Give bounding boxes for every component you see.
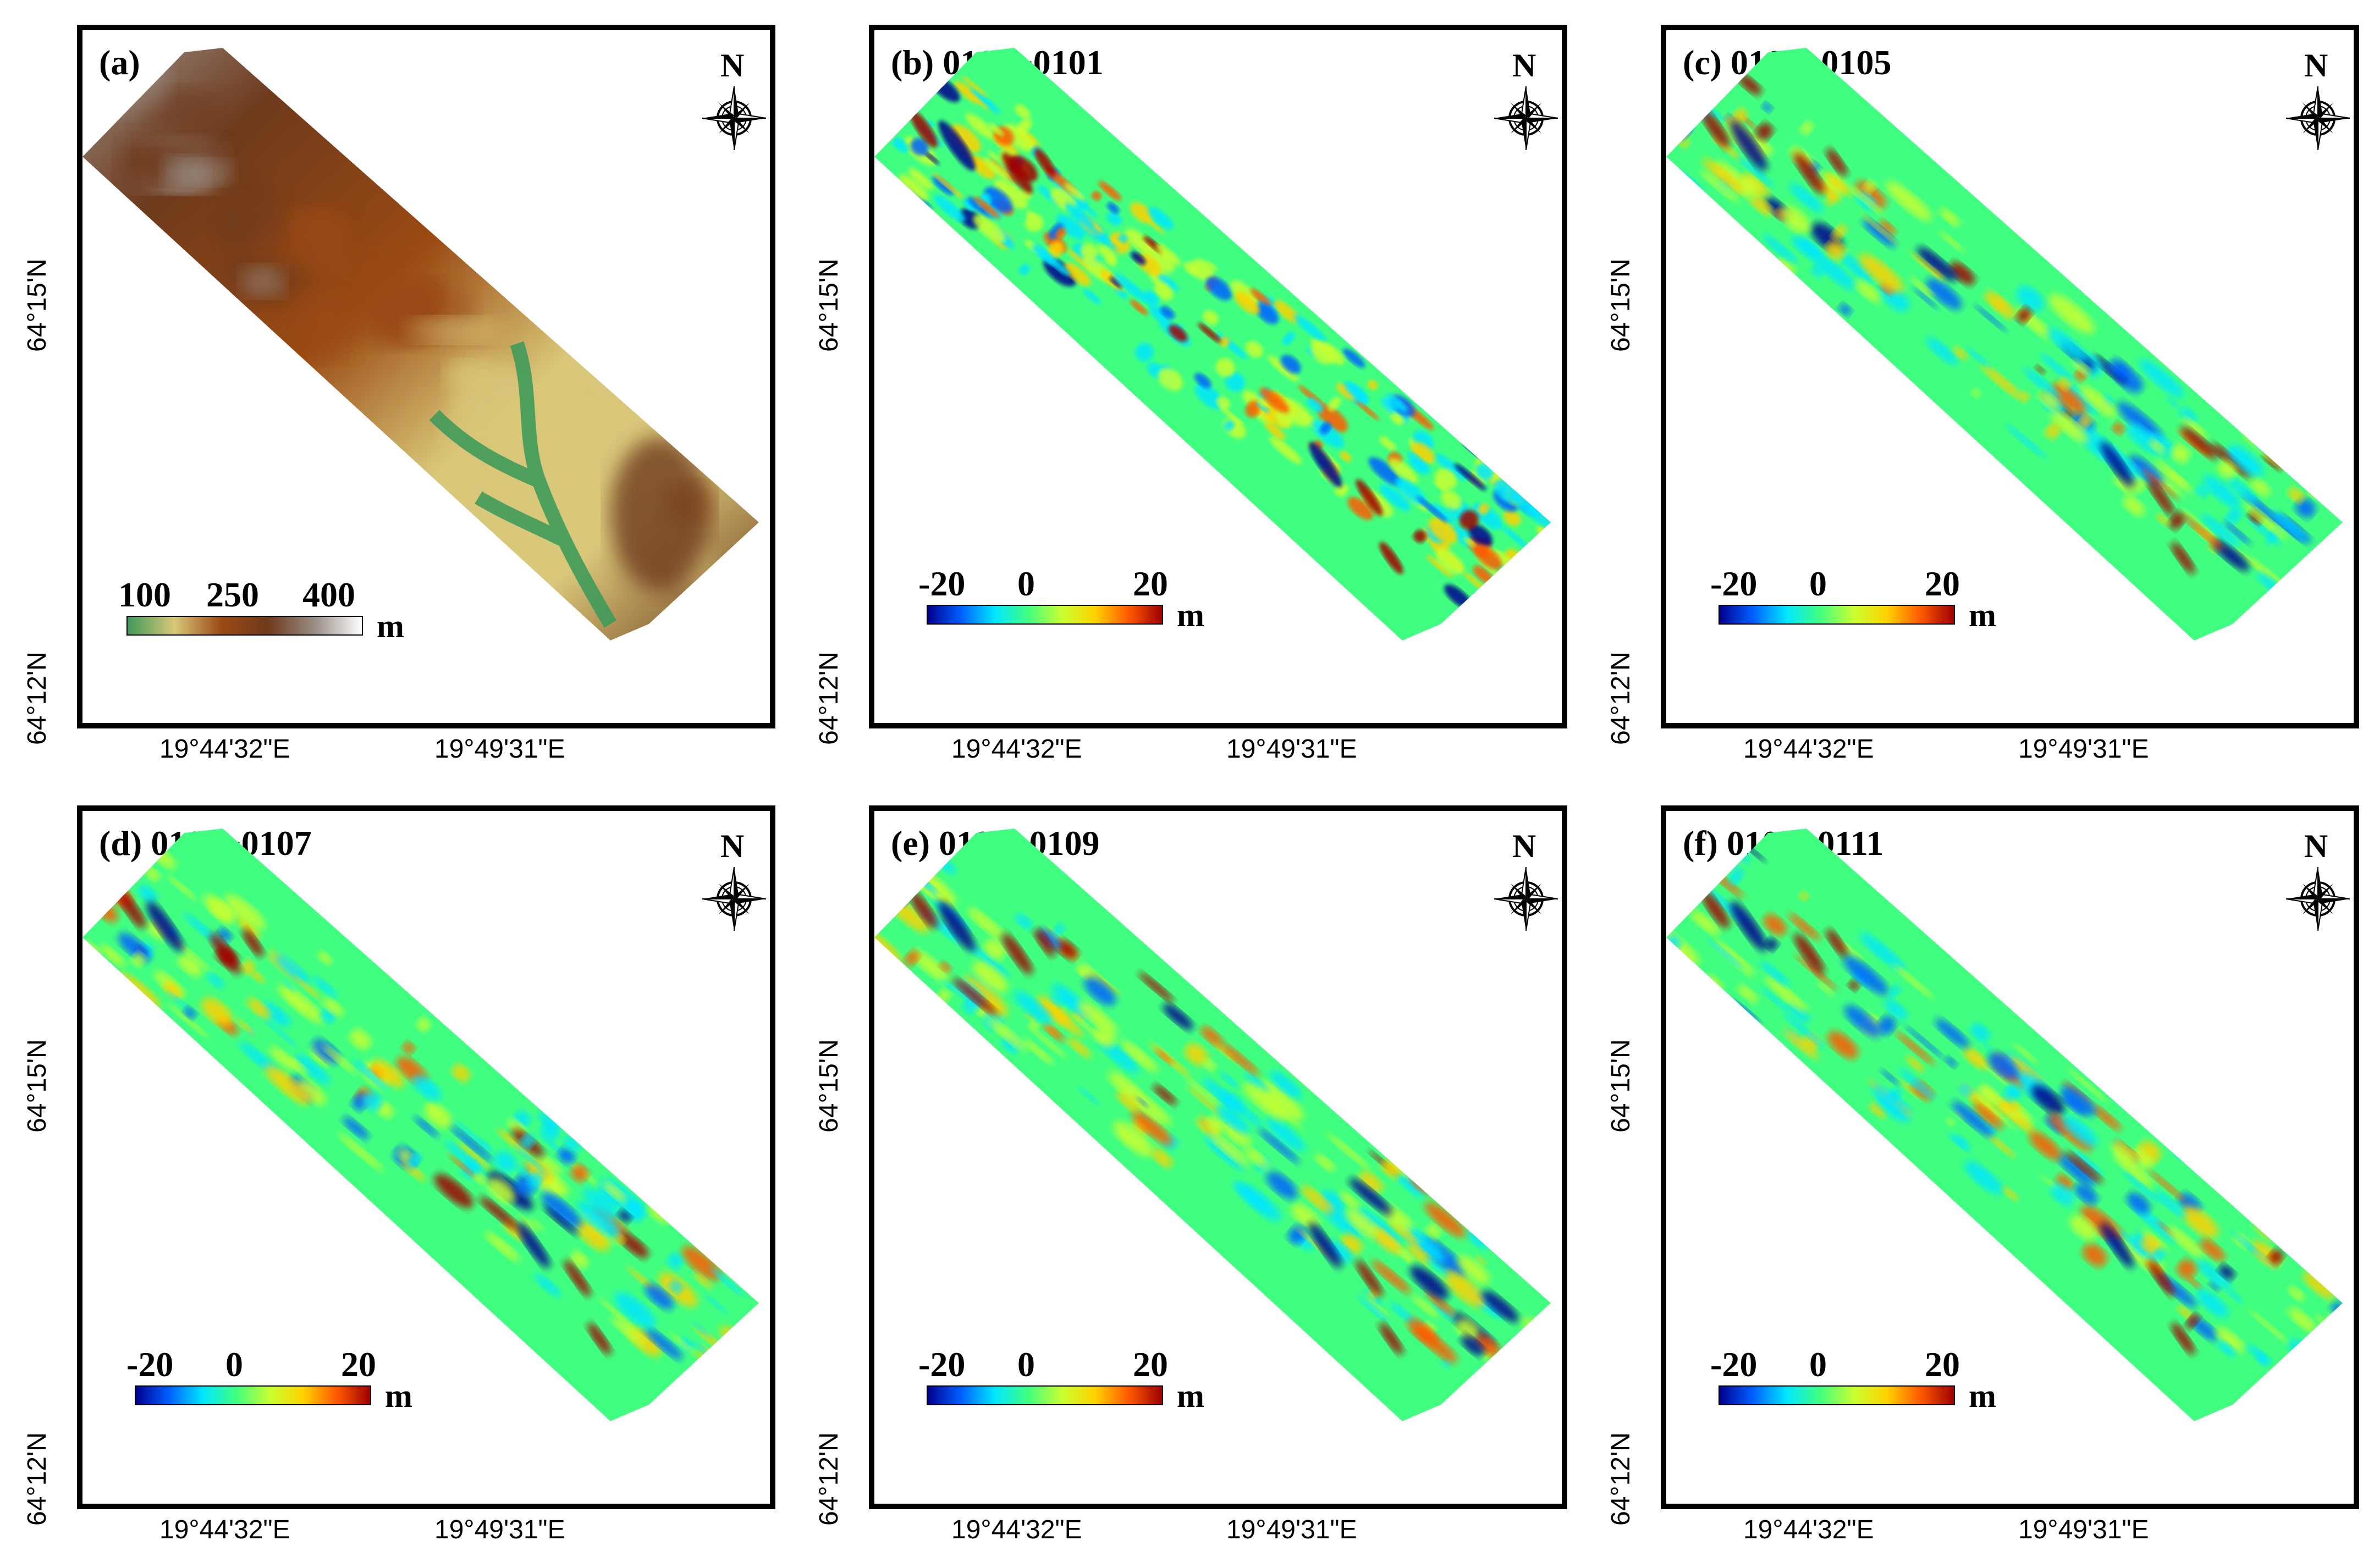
compass-rose-icon — [1494, 86, 1558, 151]
lat-label-bottom: 64°12'N — [23, 1432, 52, 1526]
diff-tick-mid: 0 — [1809, 564, 1827, 603]
diff-legend-ticks: -20 0 20 — [918, 1344, 1193, 1388]
diff-legend-ticks: -20 0 20 — [918, 564, 1193, 608]
diff-unit: m — [1177, 597, 1204, 633]
diff-unit: m — [1969, 1378, 1996, 1414]
panel-f: (f) 0103−0111 N -20 0 20 m 64°15'N 64°12… — [1584, 781, 2374, 1556]
north-label: N — [2304, 828, 2328, 864]
diff-tick-max: 20 — [1925, 564, 1960, 603]
compass-rose-icon — [1494, 866, 1558, 931]
dem-tick-max: 400 — [302, 575, 355, 614]
lat-label-top: 64°15'N — [23, 1039, 52, 1133]
dem-tick-min: 100 — [118, 575, 171, 614]
dem-legend-ticks: 100 250 400 — [118, 575, 393, 619]
dem-colorbar — [126, 616, 363, 636]
elevation-difference-map — [82, 829, 759, 1421]
map-frame: (f) 0103−0111 N -20 0 20 m — [1661, 805, 2359, 1509]
diff-tick-min: -20 — [1710, 564, 1758, 603]
diff-legend-ticks: -20 0 20 — [1710, 564, 1985, 608]
panel-title: (a) — [99, 43, 140, 82]
map-frame: (c) 0103−0105 N -20 0 20 m — [1661, 25, 2359, 728]
elevation-difference-map — [1666, 829, 2343, 1421]
diff-colorbar — [135, 1385, 371, 1405]
diff-colorbar — [927, 1385, 1163, 1405]
lat-label-bottom: 64°12'N — [1606, 652, 1635, 745]
lat-label-bottom: 64°12'N — [814, 652, 844, 745]
dem-elevation-map — [82, 48, 759, 641]
lat-label-top: 64°15'N — [814, 258, 844, 352]
compass-rose-icon — [702, 86, 767, 151]
lon-label-left: 19°44'32"E — [1743, 1515, 1874, 1544]
map-frame: (d) 0103−0107 N -20 0 20 m — [77, 805, 775, 1509]
compass-rose-icon — [2285, 86, 2350, 151]
elevation-difference-map — [874, 48, 1551, 641]
lat-label-top: 64°15'N — [814, 1039, 844, 1133]
panel-e: (e) 0103−0109 N -20 0 20 m 64°15'N 64°12… — [792, 781, 1584, 1556]
map-frame: (b) 0103−0101 N -20 0 20 m — [869, 25, 1567, 728]
lon-label-left: 19°44'32"E — [951, 1515, 1082, 1544]
dem-unit: m — [377, 608, 404, 644]
lon-label-left: 19°44'32"E — [1743, 735, 1874, 764]
lon-label-right: 19°49'31"E — [1226, 1515, 1357, 1544]
lat-label-top: 64°15'N — [1606, 258, 1635, 352]
diff-tick-max: 20 — [1133, 564, 1168, 603]
lat-label-bottom: 64°12'N — [23, 652, 52, 745]
lon-label-left: 19°44'32"E — [159, 735, 290, 764]
lon-label-right: 19°49'31"E — [434, 1515, 565, 1544]
diff-colorbar — [1718, 605, 1955, 625]
lon-label-right: 19°49'31"E — [1226, 735, 1357, 764]
panel-c: (c) 0103−0105 N -20 0 20 m 64°15'N 64°12… — [1584, 0, 2374, 775]
diff-unit: m — [1969, 597, 1996, 633]
diff-tick-min: -20 — [126, 1345, 174, 1384]
dem-tick-mid: 250 — [206, 575, 259, 614]
diff-unit: m — [1177, 1378, 1204, 1414]
diff-tick-mid: 0 — [1809, 1345, 1827, 1384]
north-label: N — [720, 47, 745, 84]
diff-tick-min: -20 — [918, 1345, 966, 1384]
lon-label-right: 19°49'31"E — [2018, 735, 2149, 764]
panel-d: (d) 0103−0107 N -20 0 20 m 64°15'N 64°12… — [0, 781, 792, 1556]
north-label: N — [2304, 47, 2328, 84]
lon-label-left: 19°44'32"E — [951, 735, 1082, 764]
diff-tick-mid: 0 — [225, 1345, 243, 1384]
elevation-difference-map — [1666, 48, 2343, 641]
north-label: N — [1512, 828, 1536, 864]
diff-tick-max: 20 — [341, 1345, 376, 1384]
diff-tick-max: 20 — [1133, 1345, 1168, 1384]
lat-label-bottom: 64°12'N — [1606, 1432, 1635, 1526]
diff-colorbar — [927, 605, 1163, 625]
map-frame: (e) 0103−0109 N -20 0 20 m — [869, 805, 1567, 1509]
lon-label-left: 19°44'32"E — [159, 1515, 290, 1544]
diff-tick-min: -20 — [1710, 1345, 1758, 1384]
north-label: N — [1512, 47, 1536, 84]
map-frame: (a) N 100 250 400 m — [77, 25, 775, 728]
compass-rose-icon — [2285, 866, 2350, 931]
panel-a: (a) N 100 250 400 m 64°15'N 64°12'N 19°4… — [0, 0, 792, 775]
diff-tick-min: -20 — [918, 564, 966, 603]
diff-tick-max: 20 — [1925, 1345, 1960, 1384]
lon-label-right: 19°49'31"E — [2018, 1515, 2149, 1544]
diff-tick-mid: 0 — [1017, 1345, 1035, 1384]
diff-colorbar — [1718, 1385, 1955, 1405]
lat-label-bottom: 64°12'N — [814, 1432, 844, 1526]
diff-unit: m — [385, 1378, 412, 1414]
compass-rose-icon — [702, 866, 767, 931]
diff-tick-mid: 0 — [1017, 564, 1035, 603]
diff-legend-ticks: -20 0 20 — [1710, 1344, 1985, 1388]
north-label: N — [720, 828, 745, 864]
elevation-difference-map — [874, 829, 1551, 1421]
diff-legend-ticks: -20 0 20 — [126, 1344, 401, 1388]
panel-b: (b) 0103−0101 N -20 0 20 m 64°15'N 64°12… — [792, 0, 1584, 775]
lat-label-top: 64°15'N — [23, 258, 52, 352]
lat-label-top: 64°15'N — [1606, 1039, 1635, 1133]
lon-label-right: 19°49'31"E — [434, 735, 565, 764]
